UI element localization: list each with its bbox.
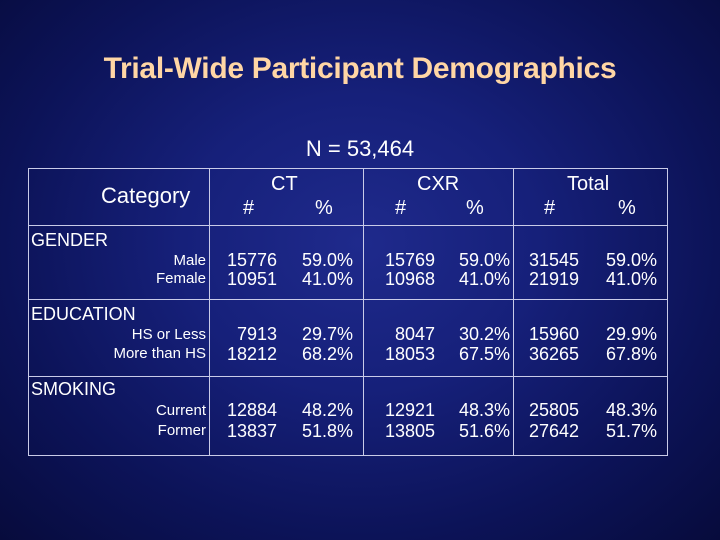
ct-percent-header: % (315, 197, 333, 219)
slide-title: Trial-Wide Participant Demographics (103, 52, 617, 85)
cxr-count-header: # (395, 197, 407, 219)
cell-morehs-total-count: 36265 (528, 344, 579, 364)
cell-female-total-percent: 41.0% (605, 269, 657, 289)
cell-hs-cxr-percent: 30.2% (458, 324, 510, 344)
cell-female-ct-count: 10951 (226, 269, 277, 289)
column-divider (209, 169, 210, 455)
cell-male-cxr-count: 15769 (384, 250, 435, 270)
cell-male-total-percent: 59.0% (605, 250, 657, 270)
cell-female-cxr-percent: 41.0% (458, 269, 510, 289)
section-gender: GENDER (31, 230, 109, 250)
row-label-male: Male (173, 252, 206, 269)
row-label-former: Former (157, 422, 206, 439)
row-label-more-than-hs: More than HS (113, 345, 206, 362)
cell-male-ct-percent: 59.0% (301, 250, 353, 270)
group-header-total: Total (567, 173, 610, 195)
cell-hs-total-count: 15960 (528, 324, 579, 344)
row-label-female: Female (155, 270, 206, 287)
ct-count-header: # (243, 197, 255, 219)
row-divider (29, 299, 667, 300)
cell-morehs-total-percent: 67.8% (605, 344, 657, 364)
cell-morehs-ct-percent: 68.2% (301, 344, 353, 364)
section-education: EDUCATION (31, 304, 136, 324)
cell-male-total-count: 31545 (528, 250, 579, 270)
cell-former-cxr-percent: 51.6% (458, 421, 510, 441)
demographics-table: Category CT # % CXR # % Total # % GENDER… (28, 168, 668, 456)
cell-female-cxr-count: 10968 (384, 269, 435, 289)
cell-morehs-cxr-percent: 67.5% (458, 344, 510, 364)
cell-current-ct-percent: 48.2% (301, 400, 353, 420)
cell-hs-ct-percent: 29.7% (301, 324, 353, 344)
row-divider (29, 376, 667, 377)
cell-former-total-count: 27642 (528, 421, 579, 441)
cell-current-cxr-percent: 48.3% (458, 400, 510, 420)
cell-hs-total-percent: 29.9% (605, 324, 657, 344)
cell-morehs-ct-count: 18212 (226, 344, 277, 364)
row-label-current: Current (155, 402, 206, 419)
cell-former-ct-count: 13837 (226, 421, 277, 441)
cxr-percent-header: % (466, 197, 484, 219)
cell-male-ct-count: 15776 (226, 250, 277, 270)
row-divider (29, 225, 667, 226)
total-percent-header: % (618, 197, 636, 219)
cell-current-total-percent: 48.3% (605, 400, 657, 420)
total-count-header: # (544, 197, 556, 219)
row-label-hs-or-less: HS or Less (131, 326, 206, 343)
cell-current-ct-count: 12884 (226, 400, 277, 420)
column-divider (513, 169, 514, 455)
group-header-ct: CT (271, 173, 298, 195)
category-header: Category (101, 183, 191, 208)
cell-former-ct-percent: 51.8% (301, 421, 353, 441)
cell-current-total-count: 25805 (528, 400, 579, 420)
group-header-cxr: CXR (417, 173, 460, 195)
cell-current-cxr-count: 12921 (384, 400, 435, 420)
cell-hs-cxr-count: 8047 (394, 324, 435, 344)
cell-female-total-count: 21919 (528, 269, 579, 289)
cell-female-ct-percent: 41.0% (301, 269, 353, 289)
column-divider (363, 169, 364, 455)
section-smoking: SMOKING (31, 379, 117, 399)
cell-former-total-percent: 51.7% (605, 421, 657, 441)
cell-former-cxr-count: 13805 (384, 421, 435, 441)
cell-male-cxr-percent: 59.0% (458, 250, 510, 270)
slide-subtitle: N = 53,464 (305, 136, 415, 161)
cell-hs-ct-count: 7913 (236, 324, 277, 344)
cell-morehs-cxr-count: 18053 (384, 344, 435, 364)
